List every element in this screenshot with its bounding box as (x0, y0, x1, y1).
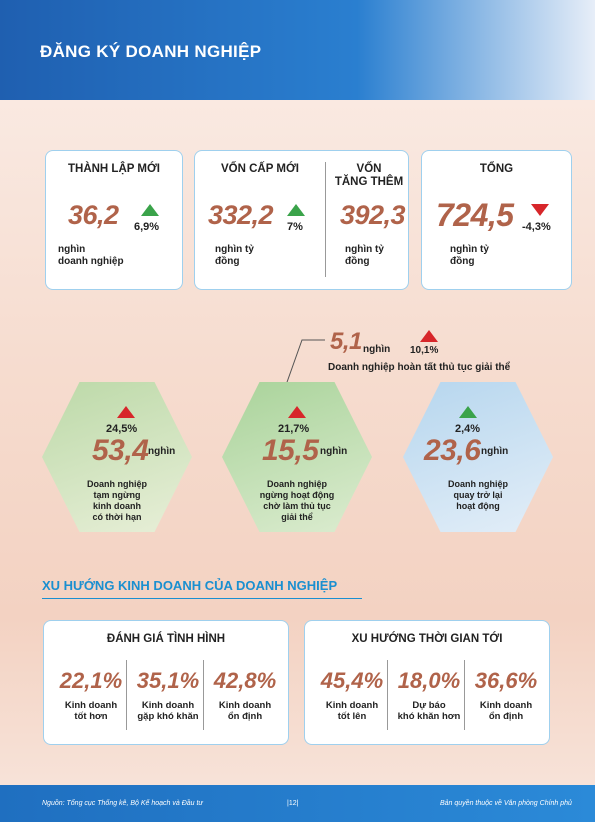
label: Kinh doanh tốt hơn (64, 700, 118, 722)
value: 15,5 (262, 434, 319, 467)
divider (387, 660, 388, 730)
section-title: XU HƯỚNG KINH DOANH CỦA DOANH NGHIỆP (42, 578, 338, 593)
label: Doanh nghiệp quay trở lại hoạt động (448, 479, 508, 511)
value: 392,3 (340, 200, 406, 230)
value: 22,1% (59, 668, 123, 693)
footer: Nguồn: Tổng cục Thống kê, Bộ Kế hoạch và… (0, 785, 595, 822)
value: 332,2 (208, 200, 274, 230)
page-number: |12| (287, 800, 299, 807)
value: 18,0% (397, 668, 461, 693)
value: 35,1% (136, 668, 200, 693)
change: 24,5% (106, 423, 138, 435)
source: Nguồn: Tổng cục Thống kê, Bộ Kế hoạch và… (42, 800, 203, 807)
unit: nghìn (148, 446, 176, 457)
unit: nghìn tỷ đồng (215, 244, 254, 267)
card (45, 150, 183, 290)
value: 36,2 (68, 200, 119, 230)
value: 42,8% (213, 668, 277, 693)
card-title: VỐN TĂNG THÊM (334, 163, 404, 188)
change: 7% (287, 221, 303, 233)
divider (325, 162, 326, 277)
value: 23,6 (424, 434, 481, 467)
label: Kinh doanh tốt lên (325, 700, 379, 722)
change: 2,4% (455, 423, 481, 435)
label: Kinh doanh ổn định (479, 700, 533, 722)
panel (43, 620, 289, 745)
connector (285, 339, 325, 386)
rule (42, 598, 362, 599)
label: Dự báo khó khăn hơn (397, 700, 461, 722)
change: -4,3% (522, 221, 551, 233)
down-arrow (531, 204, 549, 216)
divider (126, 660, 127, 730)
card-title: TỔNG (479, 163, 514, 175)
up-arrow (288, 406, 306, 418)
panel-title: ĐÁNH GIÁ TÌNH HÌNH (106, 633, 226, 645)
up-arrow (459, 406, 477, 418)
divider (203, 660, 204, 730)
unit: nghìn tỷ đồng (450, 244, 489, 267)
unit: nghìn tỷ đồng (345, 244, 384, 267)
card-title: THÀNH LẬP MỚI (67, 163, 160, 175)
unit: nghìn doanh nghiệp (58, 244, 124, 267)
panel-title: XU HƯỚNG THỜI GIAN TỚI (351, 633, 503, 645)
value: 53,4 (92, 434, 149, 467)
change: 6,9% (134, 221, 160, 233)
card-title: VỐN CẤP MỚI (221, 163, 299, 175)
label: Kinh doanh ổn định (218, 700, 272, 722)
header: ĐĂNG KÝ DOANH NGHIỆP (0, 0, 595, 100)
copyright: Bản quyền thuộc về Văn phòng Chính phủ (440, 800, 572, 807)
change: 21,7% (278, 423, 310, 435)
divider (464, 660, 465, 730)
up-arrow (287, 204, 305, 216)
unit: nghìn (481, 446, 509, 457)
up-arrow (117, 406, 135, 418)
panel (304, 620, 550, 745)
value: 45,4% (320, 668, 384, 693)
change: 10,1% (410, 345, 439, 356)
label: Kinh doanh gặp khó khăn (137, 700, 199, 722)
up-arrow (141, 204, 159, 216)
unit: nghìn (363, 344, 391, 355)
title: ĐĂNG KÝ DOANH NGHIỆP (40, 42, 262, 61)
card (421, 150, 572, 290)
card (194, 150, 409, 290)
up-arrow (420, 330, 438, 342)
unit: nghìn (320, 446, 348, 457)
label: Doanh nghiệp hoàn tất thủ tục giải thể (328, 362, 511, 373)
value: 5,1 (330, 328, 362, 355)
value: 724,5 (436, 197, 514, 233)
label: Doanh nghiệp tạm ngừng kinh doanh có thờ… (87, 479, 147, 522)
value: 36,6% (474, 668, 538, 693)
label: Doanh nghiệp ngừng hoạt động chờ làm thủ… (259, 479, 335, 522)
hexagon (403, 382, 553, 532)
